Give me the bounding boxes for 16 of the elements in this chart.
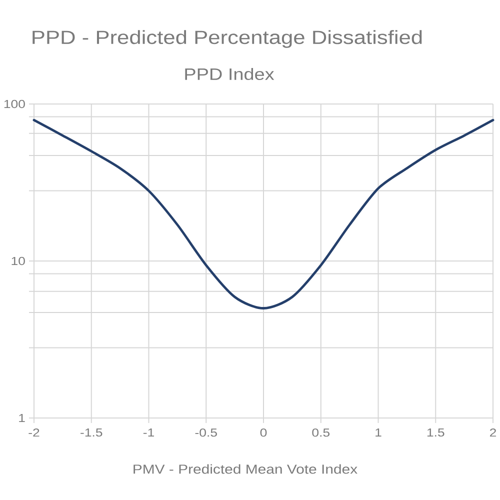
- x-tick-label: 2: [490, 428, 496, 437]
- y-tick-label: 100: [4, 100, 25, 108]
- chart-subtitle: PPD Index: [185, 68, 274, 80]
- x-tick-label: -2: [28, 428, 40, 437]
- x-tick-label: 1: [376, 428, 382, 436]
- x-tick-label: 0: [260, 428, 267, 437]
- x-tick-label: -0.5: [195, 428, 217, 437]
- x-tick-label: 1.5: [427, 428, 444, 437]
- x-tick-label: -1: [143, 428, 154, 436]
- x-axis-title: PMV - Predicted Mean Vote Index: [134, 464, 358, 474]
- y-tick-label: 1: [19, 414, 25, 422]
- y-tick-label: 10: [12, 256, 25, 266]
- chart-title: PPD - Predicted Percentage Dissatisfied: [32, 30, 422, 48]
- x-tick-label: -1.5: [80, 428, 102, 437]
- line-series: [32, 118, 494, 310]
- x-tick-label: 0.5: [312, 428, 330, 437]
